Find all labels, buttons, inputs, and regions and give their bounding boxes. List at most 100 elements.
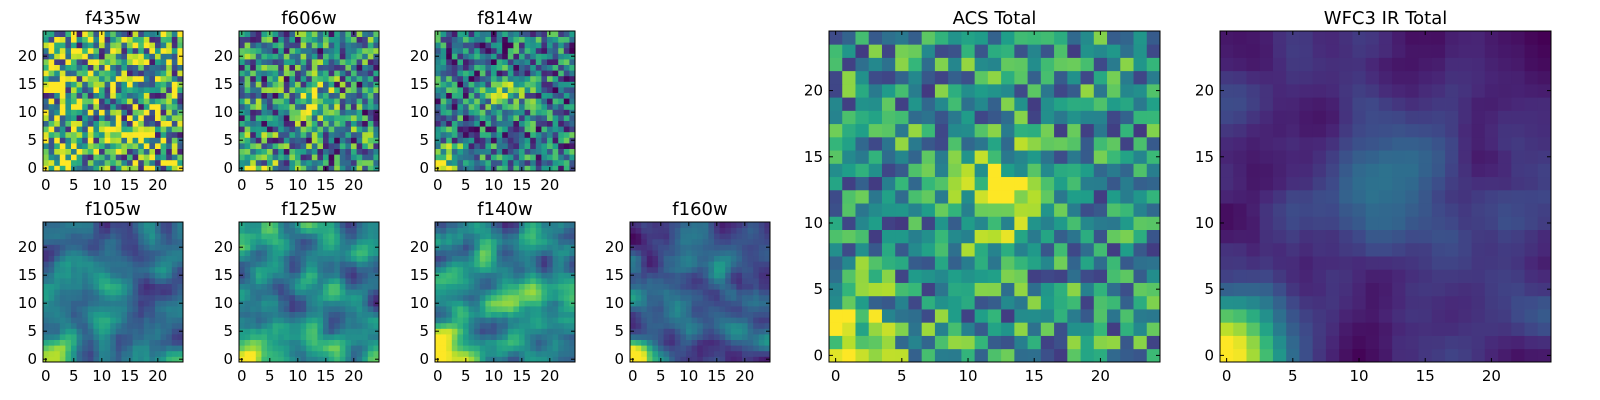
heatmap-cell [485, 109, 492, 116]
heatmap-cell [82, 36, 89, 43]
heatmap-cell [669, 294, 676, 301]
heatmap-cell [121, 126, 128, 133]
heatmap-cell [160, 255, 167, 262]
heatmap-cell [328, 233, 335, 240]
heatmap-cell [155, 283, 161, 290]
heatmap-cell [110, 120, 117, 127]
heatmap-cell [541, 238, 548, 245]
heatmap-cell [356, 238, 363, 245]
heatmap-cell [1120, 256, 1134, 270]
heatmap-cell [1040, 322, 1055, 336]
heatmap-cell [306, 350, 313, 357]
heatmap-cell [485, 328, 492, 335]
heatmap-cell [76, 334, 83, 340]
heatmap-cell [289, 255, 296, 262]
heatmap-cell [474, 300, 481, 307]
heatmap-cell [507, 31, 514, 37]
heatmap-cell [356, 143, 363, 149]
heatmap-cell [485, 126, 492, 133]
x-tick-label: 0 [237, 367, 247, 385]
heatmap-cell [127, 244, 133, 251]
heatmap-cell [496, 42, 503, 49]
heatmap-cell [747, 222, 754, 228]
heatmap-cell [558, 294, 565, 301]
heatmap-cell [138, 300, 145, 307]
x-tick-label: 0 [237, 176, 247, 194]
heatmap-cell [479, 328, 486, 335]
heatmap-cell [300, 283, 307, 290]
heatmap-cell [283, 283, 290, 290]
heatmap-cell [547, 59, 553, 65]
heatmap-cell [373, 120, 380, 127]
heatmap-cell [323, 47, 329, 54]
heatmap-cell [373, 64, 380, 71]
heatmap-cell [345, 131, 352, 138]
heatmap-cell [558, 283, 565, 290]
heatmap-cell [513, 294, 520, 301]
heatmap-cell [569, 227, 576, 234]
heatmap-cell [104, 165, 111, 172]
heatmap-cell [451, 109, 458, 116]
heatmap-cell [961, 269, 976, 283]
heatmap-cell [474, 70, 481, 77]
heatmap-cell [87, 283, 94, 290]
heatmap-cell [558, 356, 565, 363]
heatmap-cell [635, 350, 642, 357]
heatmap-cell [868, 335, 883, 350]
heatmap-cell [132, 328, 139, 335]
heatmap-cell [491, 244, 497, 251]
heatmap-cell [121, 115, 128, 121]
heatmap-cell [48, 120, 55, 127]
heatmap-cell [373, 115, 380, 121]
heatmap-cell [367, 283, 374, 290]
heatmap-cell [646, 278, 653, 284]
heatmap-cell [339, 53, 346, 60]
heatmap-cell [552, 328, 559, 335]
heatmap-cell [663, 356, 670, 363]
heatmap-cell [479, 42, 486, 49]
heatmap-cell [278, 64, 285, 71]
heatmap-cell [334, 334, 341, 340]
heatmap-cell [686, 300, 692, 307]
heatmap-cell [71, 278, 77, 284]
heatmap-cell [569, 75, 576, 82]
heatmap-cell [127, 322, 133, 329]
heatmap-cell [463, 317, 469, 324]
heatmap-cell [323, 154, 329, 161]
heatmap-cell [663, 339, 670, 346]
heatmap-cell [451, 137, 458, 144]
heatmap-cell [663, 345, 670, 352]
heatmap-cell [435, 255, 441, 262]
heatmap-cell [535, 238, 542, 245]
heatmap-cell [149, 115, 156, 121]
heatmap-cell [345, 350, 352, 357]
heatmap-cell [541, 154, 548, 161]
heatmap-cell [1133, 282, 1148, 297]
heatmap-cell [513, 283, 520, 290]
heatmap-cell [691, 289, 698, 296]
heatmap-cell [440, 137, 447, 144]
heatmap-cell [697, 244, 704, 251]
heatmap-cell [166, 250, 173, 256]
heatmap-cell [367, 92, 374, 99]
heatmap-cell [435, 131, 441, 138]
heatmap-cell [474, 131, 481, 138]
heatmap-cell [283, 322, 290, 329]
heatmap-cell [541, 283, 548, 290]
heatmap-cell [1040, 189, 1055, 204]
heatmap-cell [272, 120, 279, 127]
heatmap-cell [1093, 269, 1108, 283]
heatmap-cell [115, 278, 122, 284]
heatmap-cell [1146, 229, 1161, 244]
heatmap-cell [317, 81, 324, 88]
heatmap-cell [530, 64, 537, 71]
heatmap-cell [328, 59, 335, 65]
heatmap-cell [658, 306, 664, 312]
heatmap-cell [283, 36, 290, 43]
heatmap-cell [519, 115, 525, 121]
heatmap-cell [138, 47, 145, 54]
heatmap-cell [842, 309, 856, 323]
heatmap-cell [87, 87, 94, 93]
heatmap-cell [446, 356, 453, 363]
heatmap-cell [166, 103, 173, 110]
